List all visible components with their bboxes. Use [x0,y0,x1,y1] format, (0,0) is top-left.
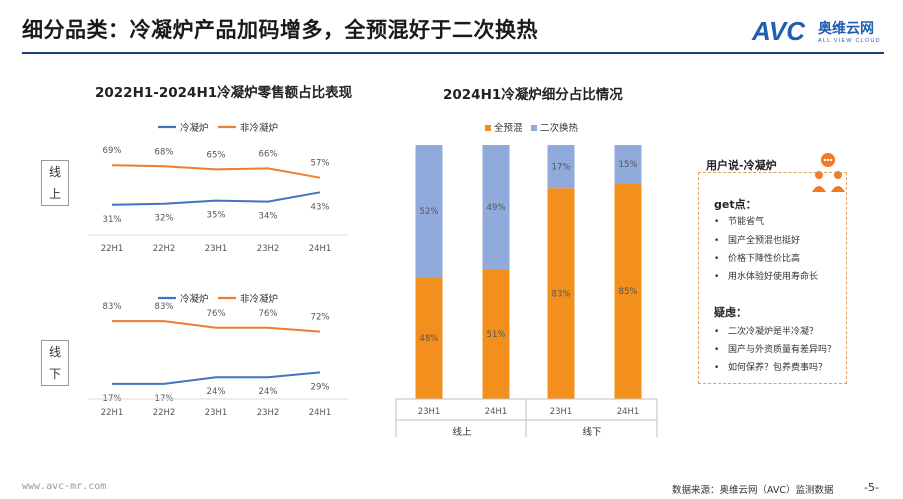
right-chart-title: 2024H1冷凝炉细分占比情况 [443,86,623,103]
online-label-2: 上 [48,187,61,201]
x-tick-label: 22H2 [153,408,176,418]
data-label: 76% [259,309,278,319]
bar-label: 49% [487,203,506,213]
logo-sub: ALL VIEW CLOUD [818,38,881,44]
bar-segment [547,188,575,399]
bar-label: 17% [552,163,571,173]
x-tick-label: 24H1 [309,408,332,418]
data-label: 69% [103,146,122,156]
bar-axis: 线上 线下 [395,398,658,438]
data-label: 32% [155,214,174,224]
legend-quanyuhun-swatch [485,125,491,131]
x-tick-label: 23H2 [257,244,280,254]
logo-text: AVC [752,16,805,46]
get-item: 国产全预混也挺好 [714,233,800,246]
legend-erci-swatch [531,125,537,131]
doubt-item: 国产与外资质量有差异吗？ [714,342,836,355]
bar-segment [614,145,642,184]
footer-url: www.avc-mr.com [22,481,107,492]
x-tick-label: 23H1 [205,408,228,418]
series-line-0-0 [111,191,321,206]
bar-x-tick: 23H1 [550,407,573,417]
bar-label: 15% [619,160,638,170]
data-label: 31% [103,215,122,225]
bar-label: 83% [552,290,571,300]
bar-label: 85% [619,287,638,297]
series-line-1-0 [112,371,321,385]
x-tick-label: 22H1 [101,408,124,418]
data-label: 24% [259,387,278,397]
logo-cn: 奥维云网 [818,21,874,37]
x-tick-label: 22H2 [153,244,176,254]
legend-fei-label: 非冷凝炉 [240,122,278,134]
page-number: -5- [864,481,879,494]
legend2-leng-label: 冷凝炉 [180,293,209,305]
x-tick-label: 22H1 [101,244,124,254]
offline-label-2: 下 [48,367,61,381]
group-label-offline: 线下 [582,426,601,438]
data-label: 65% [207,150,226,160]
doubt-item: 二次冷凝炉是半冷凝？ [714,324,818,337]
user-box-title: 用户说-冷凝炉 [706,159,777,172]
x-tick-label: 24H1 [309,244,332,254]
bar-segment [482,145,510,270]
get-item: 节能省气 [714,214,764,227]
offline-label-1: 线 [48,345,61,359]
bar-segment [415,145,443,278]
legend-top: 冷凝炉 非冷凝炉 [158,122,278,134]
footer-source: 数据来源：奥维云网（AVC）监测数据 [672,485,834,496]
data-label: 57% [311,159,330,169]
user-feedback-box [698,172,847,384]
data-label: 83% [103,302,122,312]
bar-x-tick: 24H1 [617,407,640,417]
x-tick-label: 23H1 [205,244,228,254]
chat-users-icon [812,153,845,192]
doubt-item: 如何保养？包养费事吗？ [714,360,827,373]
legend-erci-label: 二次换热 [540,122,579,134]
data-label: 66% [259,149,278,159]
get-item: 用水体验好使用寿命长 [714,269,818,282]
offline-line-panel: 17% 17%24% 24% 29%83% 83%76% 76% 72%22H1 22H2 23… [101,302,332,418]
data-label: 35% [207,211,226,221]
title-rule [22,52,884,54]
data-label: 34% [259,212,278,222]
bar-x-tick: 24H1 [485,407,508,417]
online-label-box: 线 上 [41,160,69,206]
legend-bottom: 冷凝炉 非冷凝炉 [158,293,278,305]
bar-legend: 全预混 二次换热 [485,122,579,134]
online-line-panel: 31% 32% 35% 34% 43% 69% 68% 65% 66% 57% 22H1 22H2 23… [101,146,332,254]
bar-segment [482,269,510,399]
offline-label-box: 线 下 [41,340,69,386]
left-chart-title: 2022H1-2024H1冷凝炉零售额占比表现 [95,85,353,101]
data-label: 83% [155,302,174,312]
bar-label: 52% [420,207,439,217]
group-label-online: 线上 [452,426,472,438]
data-label: 43% [311,202,330,212]
data-label: 24% [207,387,226,397]
get-points-title: get点： [714,198,757,211]
get-item: 价格下降性价比高 [714,251,800,264]
data-label: 29% [311,382,330,392]
bar-label: 51% [487,330,506,340]
legend-leng-label: 冷凝炉 [180,122,209,134]
stacked-bars: 48% 52% 23H1 51% 49% 24H1 83% 17% 23H1 85% 15% 24H1 [415,145,642,417]
bar-segment [415,277,443,399]
x-tick-label: 23H2 [257,408,280,418]
online-label-1: 线 [48,165,61,179]
legend-quanyuhun-label: 全预混 [494,122,523,134]
brand-logo: AVC 奥维云网 ALL VIEW CLOUD [752,16,887,50]
bar-x-tick: 23H1 [418,407,441,417]
bar-segment [547,145,575,189]
series-line-0-1 [111,164,321,179]
data-label: 76% [207,309,226,319]
bar-segment [614,183,642,399]
bar-label: 48% [420,334,439,344]
series-line-1-1 [112,320,321,333]
data-label: 72% [311,313,330,323]
legend2-fei-label: 非冷凝炉 [240,293,278,305]
page-title: 细分品类：冷凝炉产品加码增多，全预混好于二次换热 [22,18,538,42]
data-label: 68% [155,147,174,157]
doubts-title: 疑虑： [714,306,747,319]
